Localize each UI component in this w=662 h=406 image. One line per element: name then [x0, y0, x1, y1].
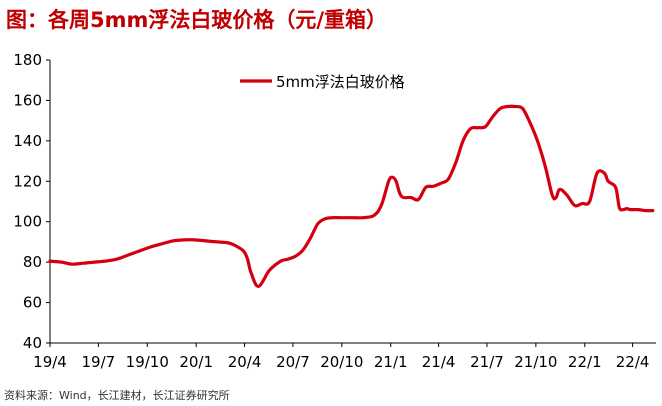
figure-title: 图：各周5mm浮法白玻价格（元/重箱） [6, 8, 388, 32]
x-tick-label: 22/1 [568, 353, 602, 371]
x-tick-label: 19/10 [126, 353, 169, 371]
source-note: 资料来源：Wind，长江建材，长江证券研究所 [4, 389, 230, 402]
x-tick-label: 20/1 [179, 353, 213, 371]
x-tick-label: 22/4 [616, 353, 650, 371]
y-axis-ticks: 40 60 80 100 120 140 160 180 [13, 51, 50, 352]
series-group [48, 104, 655, 288]
line-chart: 40 60 80 100 120 140 160 180 19/4 19/7 19/10 20/1 2… [13, 51, 656, 371]
y-tick-label: 60 [23, 294, 42, 312]
legend-label: 5mm浮法白玻价格 [276, 73, 405, 91]
x-tick-label: 20/4 [228, 353, 262, 371]
x-tick-label: 21/1 [374, 353, 408, 371]
x-tick-label: 20/7 [276, 353, 310, 371]
legend: 5mm浮法白玻价格 [240, 73, 405, 91]
y-tick-label: 120 [13, 172, 42, 190]
chart-axes [49, 60, 656, 344]
x-tick-label: 20/10 [320, 353, 363, 371]
y-tick-label: 80 [23, 253, 42, 271]
y-tick-label: 180 [13, 51, 42, 69]
x-tick-label: 21/10 [514, 353, 557, 371]
x-tick-label: 21/7 [470, 353, 504, 371]
y-tick-label: 40 [23, 334, 42, 352]
x-tick-label: 21/4 [422, 353, 456, 371]
y-tick-label: 160 [13, 91, 42, 109]
x-axis-ticks: 19/4 19/7 19/10 20/1 20/4 20/7 20/10 21/1 21/4 21… [33, 343, 649, 371]
series-line-0 [48, 104, 655, 288]
x-tick-label: 19/4 [33, 353, 67, 371]
y-tick-label: 100 [13, 213, 42, 231]
x-tick-label: 19/7 [82, 353, 116, 371]
y-tick-label: 140 [13, 132, 42, 150]
